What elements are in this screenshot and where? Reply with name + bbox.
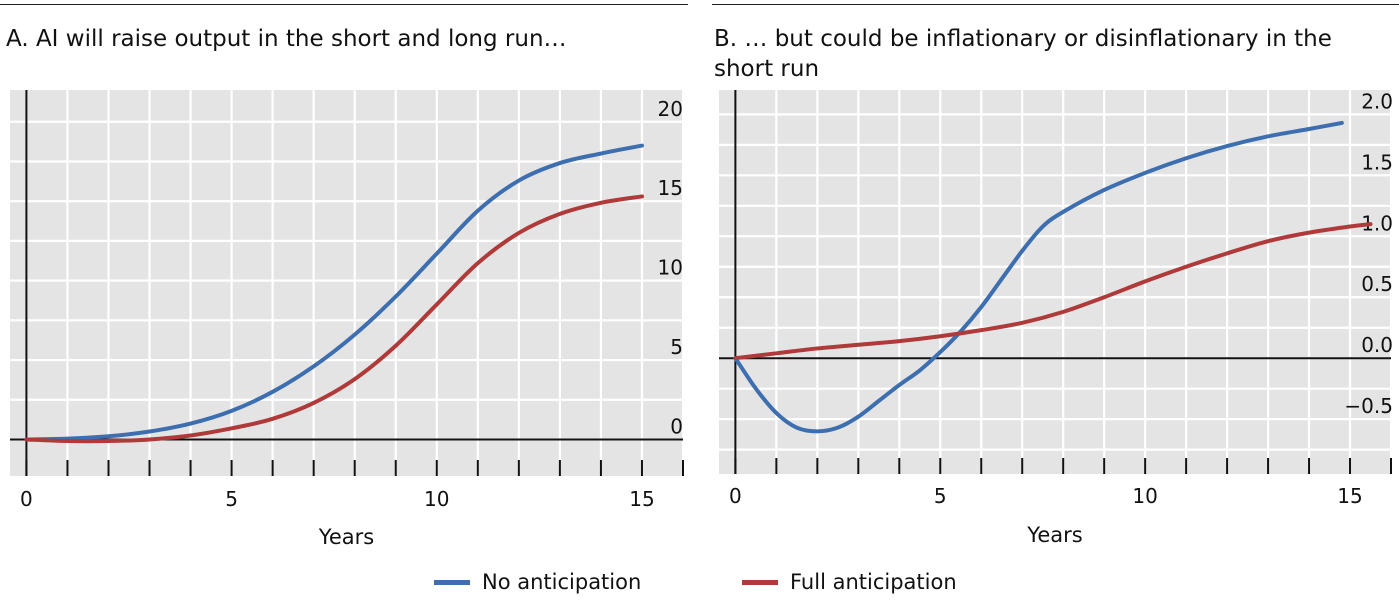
top-rule-left (0, 4, 688, 5)
series-line-no-anticipation (733, 120, 1344, 434)
y-tick-label: 20 (658, 97, 683, 121)
y-tick-label: 0.0 (1361, 333, 1393, 357)
series-line-full-anticipation (24, 194, 644, 444)
x-tick-label: 0 (20, 487, 33, 511)
legend-no-anticipation: No anticipation (434, 570, 641, 594)
x-axis-title: Years (318, 525, 374, 549)
plot-background (10, 90, 683, 476)
y-tick-label: 10 (658, 256, 683, 280)
y-tick-label: 0 (670, 414, 683, 438)
panel-b-title: B. … but could be inflationary or disinf… (714, 26, 1332, 82)
legend-swatch-full-anticipation (742, 579, 778, 585)
x-tick-label: 10 (1132, 484, 1157, 508)
series-line-no-anticipation (24, 143, 644, 442)
legend-full-anticipation: Full anticipation (742, 570, 957, 594)
x-tick-label: 15 (1337, 484, 1362, 508)
x-axis-title: Years (1026, 523, 1082, 547)
x-tick-label: 5 (225, 487, 238, 511)
x-tick-label: 0 (729, 484, 742, 508)
x-tick-label: 5 (934, 484, 947, 508)
top-rule-right (712, 4, 1399, 5)
legend-label-full-anticipation: Full anticipation (790, 570, 957, 594)
y-tick-label: 15 (658, 176, 683, 200)
y-tick-label: 0.5 (1361, 272, 1393, 296)
legend-swatch-no-anticipation (434, 579, 470, 585)
legend-label-no-anticipation: No anticipation (482, 570, 642, 594)
panel-a-title: A. AI will raise output in the short and… (6, 26, 567, 52)
y-tick-label: 1.5 (1361, 150, 1393, 174)
y-tick-label: 5 (670, 335, 683, 359)
x-tick-label: 15 (629, 487, 654, 511)
series-line-full-anticipation (733, 222, 1373, 361)
y-tick-label: −0.5 (1344, 394, 1393, 418)
plot-background (719, 90, 1391, 474)
x-tick-label: 10 (424, 487, 449, 511)
panel-a-chart: 0 5 10 15 0 5 10 15 20 Years (10, 90, 685, 549)
y-tick-label: 2.0 (1361, 89, 1393, 113)
